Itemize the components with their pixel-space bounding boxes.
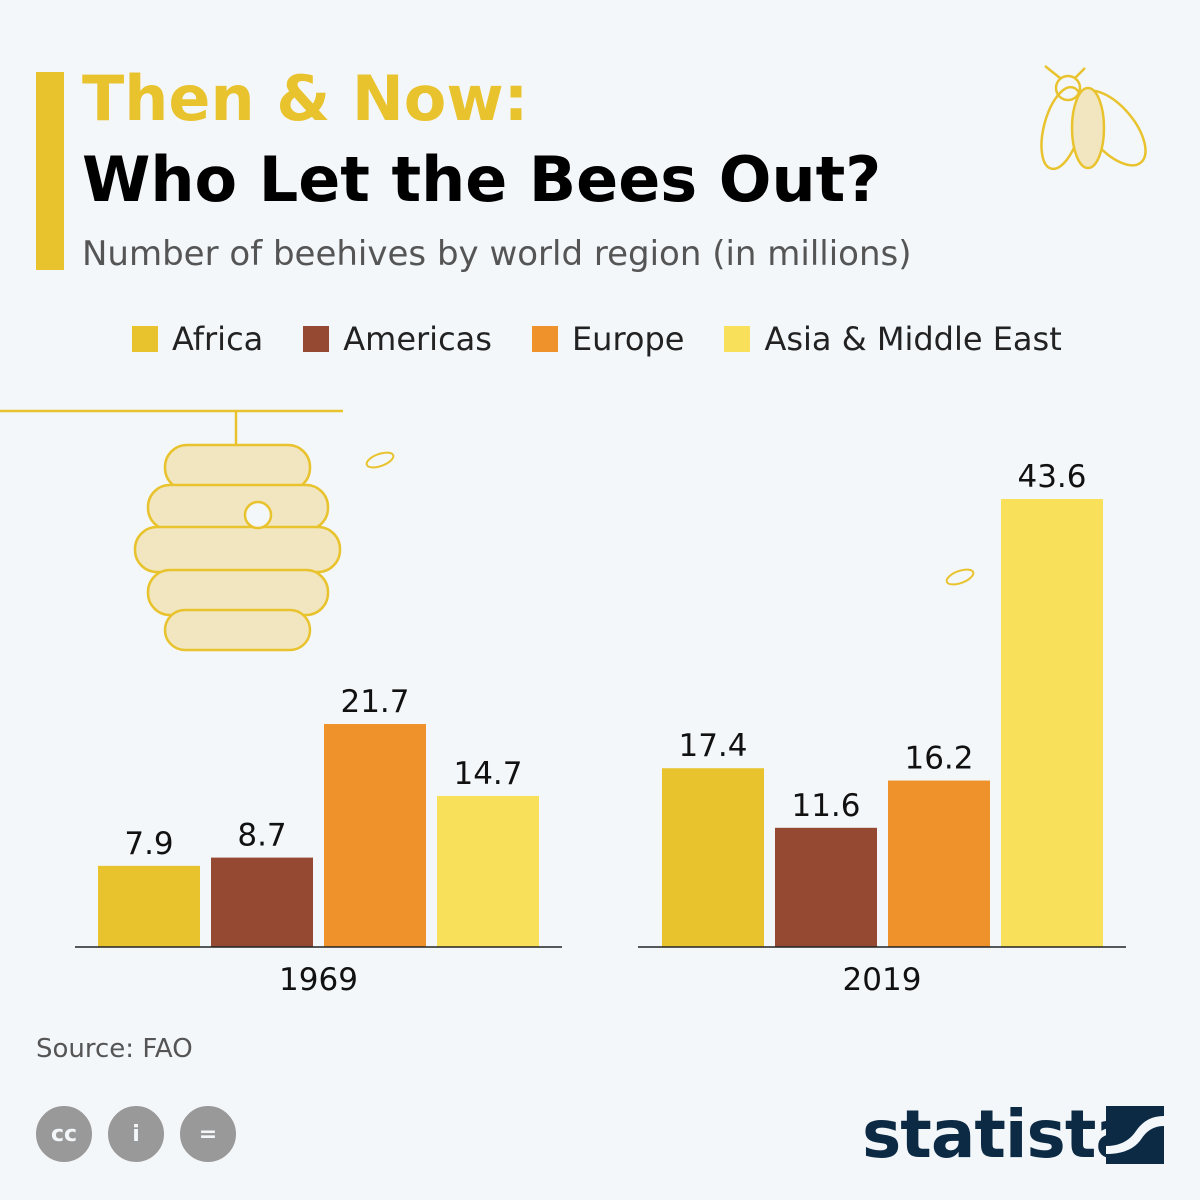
bar-2019-0 xyxy=(662,768,764,947)
subtitle: Number of beehives by world region (in m… xyxy=(82,234,912,274)
bar-2019-2 xyxy=(888,780,990,947)
x-tick-label: 2019 xyxy=(843,962,922,998)
title-accent-bar xyxy=(36,72,64,270)
bar-1969-1 xyxy=(211,857,313,947)
beehive-icon xyxy=(0,409,343,652)
legend-swatch xyxy=(531,326,558,352)
data-label: 7.9 xyxy=(124,826,173,862)
bar-1969-2 xyxy=(324,724,426,947)
legend-item-asia: Asia & Middle East xyxy=(724,320,1062,358)
data-label: 16.2 xyxy=(904,741,973,777)
no-derivatives-icon[interactable]: = xyxy=(180,1106,236,1162)
statista-logo: statista xyxy=(862,1096,1140,1173)
source-note: Source: FAO xyxy=(36,1034,193,1064)
x-tick-label: 1969 xyxy=(279,962,358,998)
statista-logo-mark xyxy=(1106,1106,1164,1164)
data-label: 43.6 xyxy=(1017,459,1086,495)
legend-swatch xyxy=(303,326,330,352)
legend: Africa Americas Europe Asia & Middle Eas… xyxy=(132,320,1062,358)
legend-item-americas: Americas xyxy=(303,320,492,358)
small-bee-icon xyxy=(365,451,975,586)
attribution-icon[interactable]: i xyxy=(108,1106,164,1162)
legend-swatch xyxy=(724,326,751,352)
data-label: 17.4 xyxy=(678,728,747,764)
title-line-1: Then & Now: xyxy=(82,62,529,135)
legend-item-europe: Europe xyxy=(531,320,685,358)
bee-icon xyxy=(1040,65,1147,171)
data-label: 8.7 xyxy=(237,818,286,854)
legend-label: Americas xyxy=(343,320,492,358)
data-label: 21.7 xyxy=(340,684,409,720)
data-label: 14.7 xyxy=(453,756,522,792)
legend-label: Europe xyxy=(571,320,685,358)
legend-item-africa: Africa xyxy=(132,320,263,358)
legend-label: Africa xyxy=(172,320,264,358)
legend-swatch xyxy=(132,326,158,352)
bar-1969-3 xyxy=(437,795,539,947)
bar-2019-1 xyxy=(775,827,877,947)
title-line-2: Who Let the Bees Out? xyxy=(82,143,882,216)
legend-label: Asia & Middle East xyxy=(764,320,1062,358)
bar-1969-0 xyxy=(98,865,200,947)
cc-license-icon[interactable]: cc xyxy=(36,1106,92,1162)
data-label: 11.6 xyxy=(791,788,860,824)
bar-2019-3 xyxy=(1001,499,1103,947)
